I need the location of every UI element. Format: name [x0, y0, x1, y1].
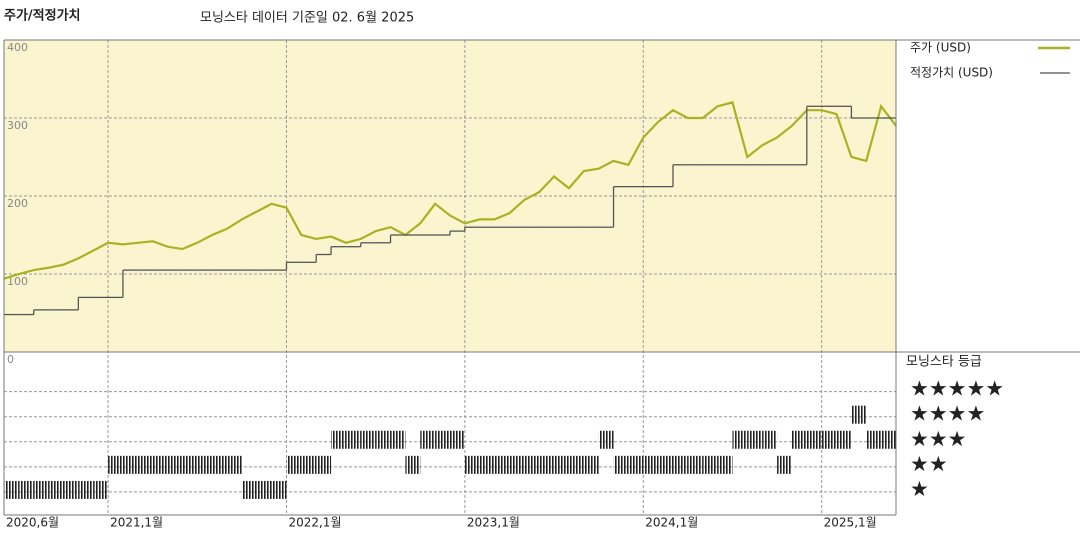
legend-label: 적정가치 (USD) — [910, 66, 993, 80]
rating-title: 모닝스타 등급 — [906, 355, 982, 370]
rating-bar — [747, 430, 763, 449]
rating-bar — [851, 405, 867, 424]
y-tick-label: 0 — [7, 353, 14, 366]
y-tick-label: 100 — [7, 275, 28, 288]
x-tick-label: 2020,6월 — [6, 516, 59, 530]
rating-bar — [568, 455, 584, 474]
rating-bar — [702, 455, 718, 474]
rating-label: ★★ — [910, 452, 948, 476]
rating-bar — [122, 455, 138, 474]
rating-bar — [777, 455, 792, 474]
rating-bar — [598, 430, 614, 449]
rating-bar — [152, 455, 168, 474]
rating-bar — [866, 430, 882, 449]
rating-bar — [197, 455, 213, 474]
rating-label: ★ — [910, 477, 929, 501]
rating-bar — [762, 430, 778, 449]
y-tick-label: 200 — [7, 197, 28, 210]
rating-bar — [375, 430, 391, 449]
rating-bar — [673, 455, 688, 474]
rating-bar — [405, 455, 421, 474]
rating-bar — [137, 455, 153, 474]
rating-bar — [658, 455, 673, 474]
rating-bar — [93, 480, 109, 499]
rating-bar — [435, 430, 450, 449]
rating-bar — [390, 430, 406, 449]
y-tick-label: 300 — [7, 119, 28, 132]
x-tick-label: 2023,1월 — [467, 516, 520, 530]
rating-bar — [450, 430, 465, 449]
rating-bar — [316, 455, 332, 474]
rating-bar — [806, 430, 822, 449]
rating-label: ★★★★ — [910, 402, 985, 426]
rating-bar — [628, 455, 644, 474]
rating-bar — [167, 455, 183, 474]
x-tick-label: 2022,1월 — [288, 516, 341, 530]
y-tick-label: 400 — [7, 41, 28, 54]
rating-label: ★★★★★ — [910, 377, 1004, 401]
rating-bar — [360, 430, 376, 449]
rating-bar — [479, 455, 495, 474]
rating-bar — [345, 430, 361, 449]
rating-bar — [331, 430, 346, 449]
x-tick-label: 2024,1월 — [645, 516, 698, 530]
rating-bar — [63, 480, 79, 499]
rating-bar — [420, 430, 436, 449]
rating-bar — [643, 455, 659, 474]
rating-bar — [286, 455, 302, 474]
rating-bar — [613, 455, 629, 474]
rating-bar — [271, 480, 287, 499]
header-title: 주가/적정가치 — [4, 8, 81, 24]
rating-bar — [881, 430, 896, 449]
rating-label: ★★★ — [910, 427, 966, 451]
rating-bar — [687, 455, 703, 474]
rating-bar — [212, 455, 227, 474]
rating-bar — [524, 455, 540, 474]
rating-bar — [241, 480, 257, 499]
rating-bar — [791, 430, 807, 449]
rating-bar — [583, 455, 599, 474]
rating-bar — [554, 455, 569, 474]
x-tick-label: 2025,1월 — [824, 516, 877, 530]
legend-label: 주가 (USD) — [910, 41, 971, 55]
rating-bar — [108, 455, 123, 474]
rating-bar — [256, 480, 272, 499]
rating-bar — [821, 430, 837, 449]
rating-bar — [301, 455, 317, 474]
rating-bar — [182, 455, 198, 474]
rating-bar — [509, 455, 525, 474]
rating-bar — [4, 480, 19, 499]
rating-bar — [464, 455, 480, 474]
rating-bar — [18, 480, 34, 499]
x-tick-label: 2021,1월 — [110, 516, 163, 530]
rating-bar — [48, 480, 64, 499]
header-subtitle: 모닝스타 데이터 기준일 02. 6월 2025 — [200, 11, 414, 26]
rating-bar — [836, 430, 852, 449]
rating-bar — [227, 455, 242, 474]
rating-bar — [78, 480, 94, 499]
rating-bar — [539, 455, 555, 474]
price-line — [3, 101, 897, 280]
rating-bar — [494, 455, 510, 474]
rating-bar — [732, 430, 748, 449]
rating-bar — [33, 480, 49, 499]
rating-bar — [717, 455, 733, 474]
